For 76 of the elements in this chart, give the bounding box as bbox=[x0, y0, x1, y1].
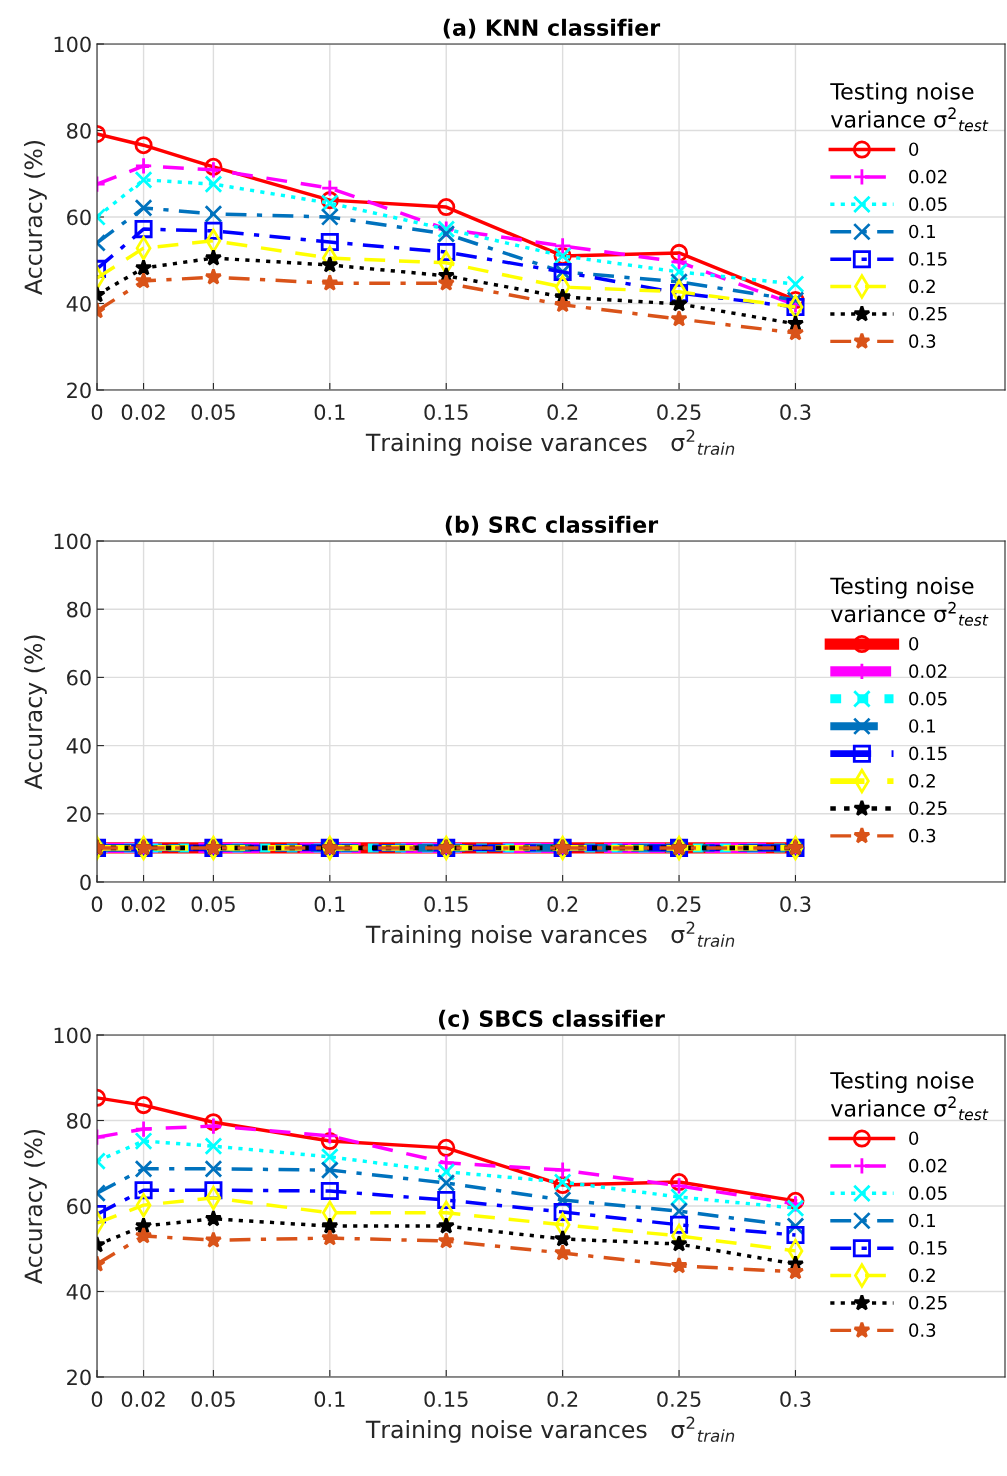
legend-label: 0.05 bbox=[909, 1186, 947, 1200]
x-tick-label: 0.15 bbox=[424, 1391, 468, 1408]
legend-label: 0.15 bbox=[909, 252, 947, 266]
legend-label: 0.3 bbox=[909, 334, 936, 348]
legend-label: 0.3 bbox=[909, 1323, 936, 1337]
chart-title: (c) SBCS classifier bbox=[439, 1009, 665, 1030]
legend-label: 0.05 bbox=[909, 691, 947, 706]
legend-label: 0.1 bbox=[909, 719, 935, 733]
x-tick-label: 0.2 bbox=[547, 404, 578, 421]
x-axis-title: Training noise varances σ$^{2}$$_{train}$ bbox=[365, 921, 735, 948]
legend-label: 0.25 bbox=[909, 306, 947, 321]
legend-title: Testing noise variance σ$^{2}$$_{test}$ bbox=[830, 577, 989, 626]
x-tick-label: 0.1 bbox=[314, 1391, 345, 1408]
legend-label: 0.15 bbox=[909, 746, 947, 761]
y-tick-label: 60 bbox=[67, 1198, 91, 1215]
x-tick-label: 0 bbox=[91, 896, 103, 913]
y-tick-label: 60 bbox=[67, 209, 91, 226]
x-tick-label: 0.3 bbox=[780, 896, 811, 913]
x-tick-label: 0.05 bbox=[191, 1391, 235, 1408]
x-tick-label: 0.02 bbox=[121, 896, 165, 913]
y-tick-label: 40 bbox=[66, 295, 91, 312]
x-tick-label: 0.2 bbox=[547, 1391, 578, 1408]
y-tick-label: 40 bbox=[66, 1283, 91, 1300]
y-axis-title: Accuracy (%) bbox=[23, 140, 47, 295]
y-tick-label: 100 bbox=[54, 1027, 91, 1044]
x-axis-title: Training noise varances σ$^{2}$$_{train}$ bbox=[365, 429, 735, 456]
chart-title: (a) KNN classifier bbox=[443, 18, 661, 39]
legend-title: Testing noise variance σ$^{2}$$_{test}$ bbox=[830, 82, 989, 132]
legend-label: 0.3 bbox=[909, 828, 936, 843]
x-tick-label: 0.05 bbox=[191, 404, 235, 421]
x-tick-label: 0.15 bbox=[424, 404, 468, 421]
x-tick-label: 0.25 bbox=[657, 404, 701, 421]
x-axis-title: Training noise varances σ$^{2}$$_{train}$ bbox=[365, 1416, 735, 1443]
legend-label: 0.02 bbox=[909, 169, 947, 184]
legend-label: 0.02 bbox=[909, 664, 947, 679]
y-axis-title: Accuracy (%) bbox=[23, 1129, 47, 1284]
legend-label: 0.1 bbox=[909, 1213, 935, 1228]
y-tick-label: 80 bbox=[67, 1112, 91, 1129]
x-tick-label: 0.02 bbox=[121, 404, 165, 421]
legend-label: 0 bbox=[909, 1131, 919, 1146]
legend-label: 0.2 bbox=[909, 1268, 935, 1283]
x-tick-label: 0.02 bbox=[121, 1391, 165, 1408]
x-tick-label: 0 bbox=[91, 1391, 103, 1408]
y-tick-label: 20 bbox=[67, 1369, 91, 1386]
legend-label: 0.25 bbox=[909, 1295, 947, 1310]
x-tick-label: 0.1 bbox=[314, 404, 345, 421]
legend-label: 0.25 bbox=[909, 801, 947, 816]
y-tick-label: 0 bbox=[80, 874, 91, 891]
x-tick-label: 0.25 bbox=[657, 896, 701, 913]
legend-label: 0.2 bbox=[909, 279, 935, 294]
legend-label: 0.05 bbox=[909, 197, 947, 211]
legend-label: 0.02 bbox=[909, 1158, 947, 1173]
x-tick-label: 0.05 bbox=[191, 896, 235, 913]
y-tick-label: 80 bbox=[67, 122, 91, 139]
x-tick-label: 0.25 bbox=[657, 1391, 701, 1408]
y-axis-title: Accuracy (%) bbox=[23, 635, 47, 790]
x-tick-label: 0.2 bbox=[547, 896, 578, 913]
y-tick-label: 80 bbox=[67, 601, 91, 618]
legend-label: 0.1 bbox=[909, 224, 935, 239]
y-tick-label: 60 bbox=[67, 669, 91, 686]
legend-label: 0.2 bbox=[909, 773, 935, 788]
x-tick-label: 0.3 bbox=[780, 1391, 811, 1408]
legend-title: Testing noise variance σ$^{2}$$_{test}$ bbox=[830, 1071, 989, 1121]
y-tick-label: 20 bbox=[67, 806, 91, 823]
x-tick-label: 0.3 bbox=[780, 404, 811, 421]
legend-label: 0 bbox=[909, 636, 919, 651]
legend-label: 0.15 bbox=[909, 1241, 947, 1255]
y-tick-label: 40 bbox=[66, 738, 91, 754]
legend-label: 0 bbox=[909, 142, 919, 157]
x-tick-label: 0.15 bbox=[424, 896, 468, 913]
y-tick-label: 100 bbox=[54, 533, 91, 550]
x-tick-label: 0.1 bbox=[314, 896, 345, 913]
x-tick-label: 0 bbox=[91, 404, 103, 421]
y-tick-label: 20 bbox=[67, 382, 91, 399]
chart-title: (b) SRC classifier bbox=[445, 515, 659, 536]
y-tick-label: 100 bbox=[54, 36, 91, 53]
